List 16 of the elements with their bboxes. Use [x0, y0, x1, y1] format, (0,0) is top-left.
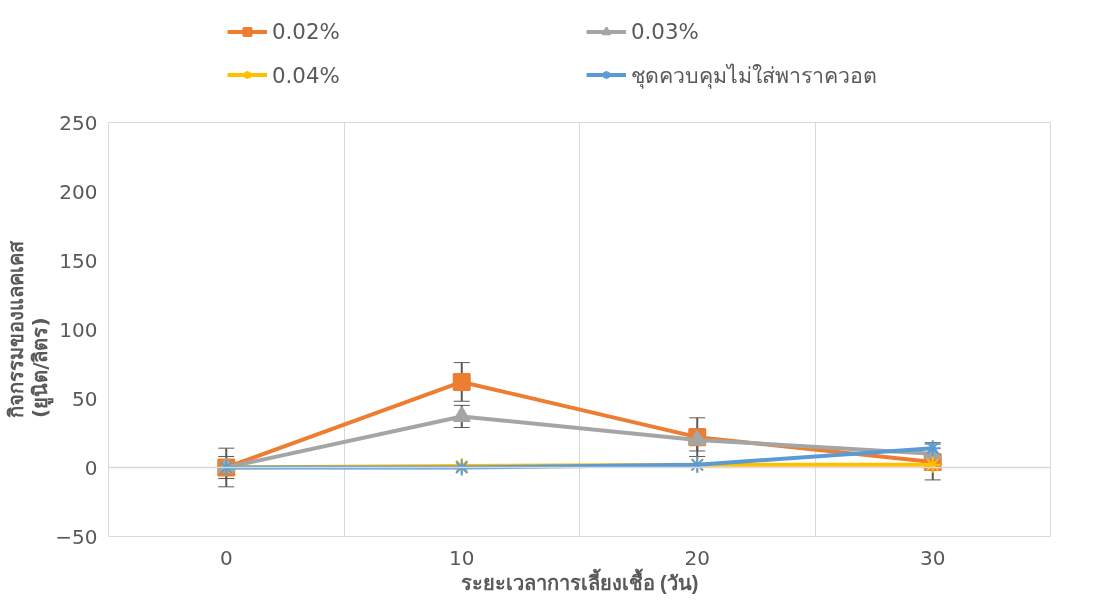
y-tick-label: 250: [59, 110, 98, 135]
y-tick-label: 150: [59, 248, 98, 273]
y-axis-title: กิจกรรมของแลคเคส (ยูนิต/ลิตร): [3, 240, 54, 418]
x-tick-label: 10: [449, 545, 475, 570]
x-tick-label: 0: [219, 545, 233, 570]
y-tick-label: 200: [59, 179, 98, 204]
x-tick-label: 20: [684, 545, 710, 570]
legend-label: 0.02%: [272, 18, 341, 44]
legend-label: ชุดควบคุมไม่ใส่พาราควอต: [631, 61, 878, 91]
x-tick-label: 30: [920, 545, 946, 570]
legend-label: 0.03%: [631, 18, 700, 44]
y-tick-label: 0: [84, 455, 98, 480]
y-tick-label: 50: [72, 386, 98, 411]
legend-label: 0.04%: [272, 62, 341, 87]
y-tick-label: 100: [59, 317, 98, 342]
y-tick-label: −50: [55, 524, 98, 549]
